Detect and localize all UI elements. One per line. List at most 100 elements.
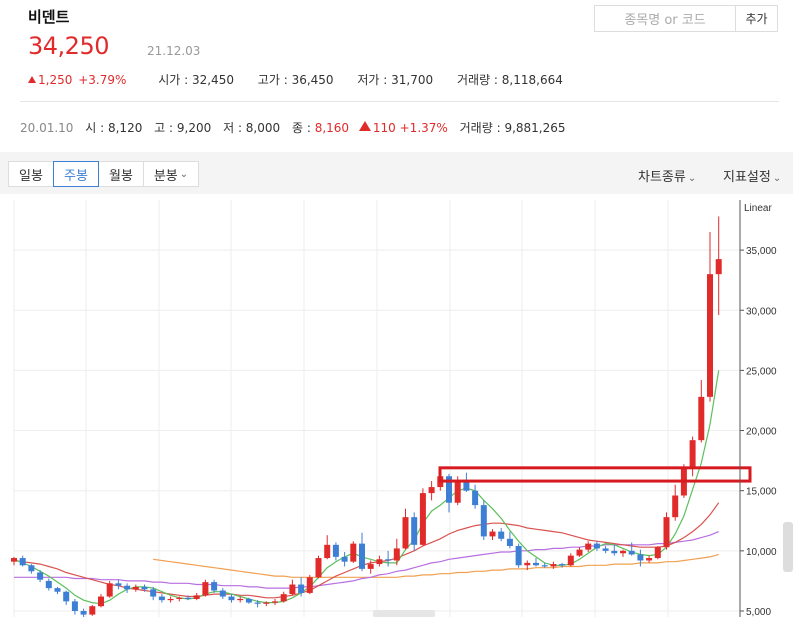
hover-open-label: 시 [85,121,97,135]
candle-body [454,481,461,503]
candle-body [167,598,174,601]
candle[interactable] [533,558,539,567]
candle[interactable] [124,583,131,593]
candle[interactable] [480,500,487,541]
candle-body [698,396,705,441]
candle[interactable] [63,590,70,605]
candle[interactable] [132,584,139,592]
candle[interactable] [202,579,209,597]
candle[interactable] [158,594,165,603]
candle[interactable] [341,552,348,567]
candle-body [689,440,696,468]
candle[interactable] [332,542,339,561]
candle[interactable] [254,600,261,608]
candle[interactable] [289,579,296,596]
candle[interactable] [707,232,713,402]
candle[interactable] [228,594,235,603]
candle[interactable] [298,577,305,597]
chart-type-label: 차트종류 [638,170,686,185]
candle[interactable] [472,484,479,509]
candle-body [211,582,218,591]
candle[interactable] [489,529,496,541]
candle[interactable] [393,538,400,566]
tab-monthly[interactable]: 월봉 [98,161,144,187]
candle[interactable] [593,541,600,551]
tab-minute[interactable]: 분봉 ⌄ [143,161,199,187]
candle[interactable] [515,543,522,568]
add-button[interactable]: 추가 [735,5,778,32]
candle[interactable] [359,532,365,572]
tab-weekly[interactable]: 주봉 [53,161,99,187]
candle[interactable] [567,553,574,567]
tab-daily[interactable]: 일봉 [8,161,54,187]
candle[interactable] [698,380,705,443]
candle[interactable] [620,549,626,557]
candle[interactable] [350,541,357,563]
candle[interactable] [193,592,200,601]
candle-body [176,597,183,599]
right-scroll-handle[interactable] [783,522,793,572]
candle[interactable] [411,512,418,551]
chart-type-menu[interactable]: 차트종류 ⌄ [638,166,696,185]
candle[interactable] [367,560,374,574]
candle[interactable] [715,216,722,316]
candle[interactable] [237,596,244,603]
candle[interactable] [185,595,191,601]
candle[interactable] [602,546,609,554]
candle[interactable] [219,588,226,599]
candle[interactable] [280,591,287,603]
price-chart[interactable]: Linear 35,000 30,000 25,000 20,000 15,000 10,… [0,200,793,617]
candle[interactable] [576,547,583,557]
candle[interactable] [306,574,313,595]
candle[interactable] [663,512,670,550]
candle[interactable] [176,596,183,602]
candle[interactable] [524,560,531,571]
candle[interactable] [672,484,679,521]
candle[interactable] [141,584,148,592]
candle[interactable] [28,564,35,574]
candle[interactable] [324,535,331,560]
candle[interactable] [245,597,252,604]
candle[interactable] [428,481,435,501]
candle-body [80,610,87,615]
candle[interactable] [54,586,61,595]
candle[interactable] [611,544,618,556]
candle[interactable] [150,586,157,601]
y-tick-label: 30,000 [746,306,777,317]
high-label: 고가 [257,73,280,87]
candle[interactable] [19,555,26,567]
candle[interactable] [559,562,566,568]
candle[interactable] [106,580,113,598]
candle[interactable] [646,555,653,563]
candle[interactable] [376,555,383,567]
candle-body [298,584,305,593]
candle[interactable] [654,546,661,560]
candle[interactable] [402,508,409,550]
candle[interactable] [45,578,52,591]
candle[interactable] [315,555,322,579]
candle[interactable] [385,550,392,567]
candle[interactable] [211,579,218,593]
candle-body [193,595,200,599]
candle[interactable] [506,531,513,549]
candle[interactable] [37,570,44,583]
candle[interactable] [263,601,270,607]
candle[interactable] [167,596,174,603]
candle[interactable] [272,598,278,605]
candle[interactable] [115,579,122,590]
candle[interactable] [89,604,96,616]
candle[interactable] [11,556,17,566]
candle[interactable] [628,542,635,556]
candle[interactable] [498,527,505,542]
candle[interactable] [541,562,548,568]
candle[interactable] [689,436,696,477]
candle[interactable] [419,488,426,547]
candle[interactable] [71,598,78,615]
chart-scrollbar[interactable] [373,610,435,617]
indicator-menu[interactable]: 지표설정 ⌄ [723,166,781,185]
candle[interactable] [585,541,592,553]
candle[interactable] [550,561,557,569]
candle[interactable] [637,549,644,567]
candle[interactable] [98,594,104,608]
search-input[interactable]: 종목명 or 코드 [594,5,736,32]
